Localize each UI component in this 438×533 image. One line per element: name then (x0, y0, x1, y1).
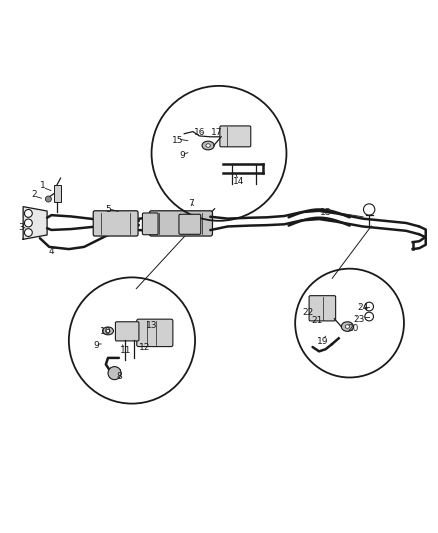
Text: 3: 3 (18, 223, 24, 232)
Text: 18: 18 (320, 207, 332, 216)
Text: 16: 16 (194, 128, 205, 137)
Text: 9: 9 (179, 151, 185, 160)
Ellipse shape (102, 327, 113, 335)
Text: 21: 21 (311, 317, 323, 326)
FancyBboxPatch shape (179, 214, 201, 235)
Text: 2: 2 (31, 190, 37, 199)
FancyBboxPatch shape (93, 211, 138, 236)
Text: 12: 12 (138, 343, 150, 352)
Ellipse shape (345, 325, 350, 328)
Text: 11: 11 (120, 345, 131, 354)
Text: 20: 20 (347, 324, 359, 333)
Text: 10: 10 (100, 327, 112, 336)
FancyBboxPatch shape (142, 213, 158, 235)
Circle shape (25, 209, 32, 217)
Text: 9: 9 (93, 341, 99, 350)
Circle shape (25, 219, 32, 227)
Ellipse shape (341, 322, 353, 332)
Bar (53, 184, 60, 202)
FancyBboxPatch shape (116, 322, 139, 341)
Text: 8: 8 (116, 372, 122, 381)
FancyBboxPatch shape (309, 296, 336, 321)
Ellipse shape (202, 141, 214, 150)
Text: 13: 13 (146, 321, 157, 330)
FancyBboxPatch shape (149, 211, 212, 236)
Text: 7: 7 (188, 199, 194, 208)
Text: 14: 14 (233, 177, 244, 186)
Ellipse shape (106, 329, 110, 333)
Text: 4: 4 (49, 247, 54, 256)
Polygon shape (23, 207, 47, 239)
Circle shape (108, 367, 121, 379)
Text: 22: 22 (303, 308, 314, 317)
Text: 15: 15 (172, 136, 184, 145)
Text: 24: 24 (357, 303, 368, 312)
Text: 5: 5 (105, 205, 111, 214)
Circle shape (25, 229, 32, 237)
Text: 1: 1 (40, 181, 46, 190)
Text: 23: 23 (353, 315, 365, 324)
Ellipse shape (206, 144, 210, 147)
Text: 17: 17 (211, 128, 223, 137)
Text: 19: 19 (317, 337, 328, 346)
FancyBboxPatch shape (137, 319, 173, 346)
Circle shape (46, 196, 51, 202)
FancyBboxPatch shape (220, 126, 251, 147)
